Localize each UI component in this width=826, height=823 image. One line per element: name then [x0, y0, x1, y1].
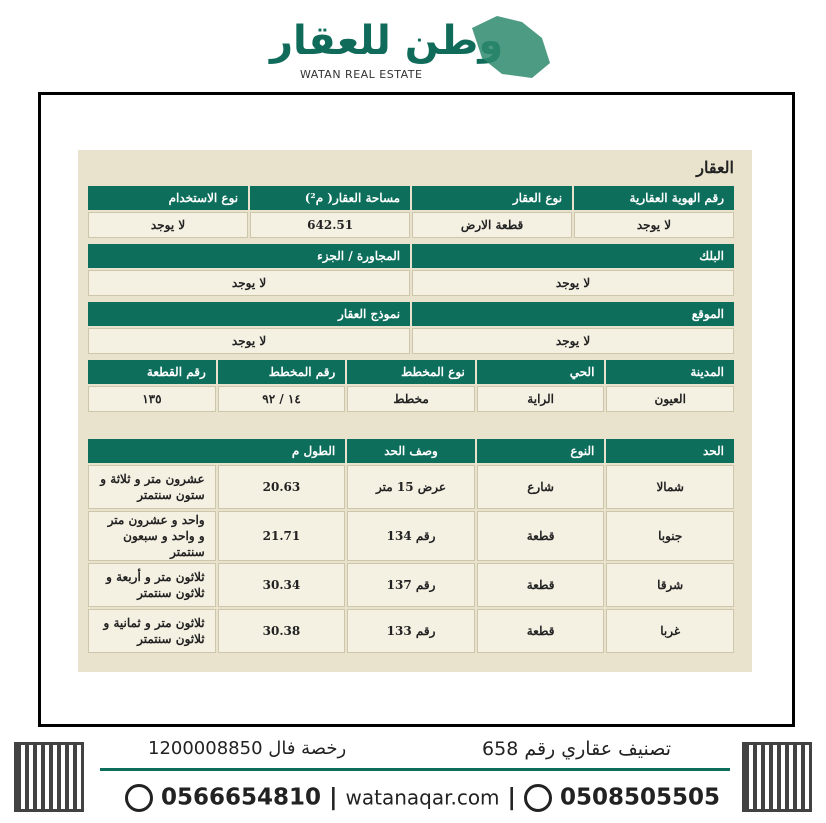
header-cell: نوع المخطط: [347, 360, 475, 384]
value-cell: ثلاثون متر و ثمانية و ثلاثون سنتمتر: [88, 609, 216, 653]
spacer: [88, 356, 734, 358]
value-cell: مخطط: [347, 386, 475, 412]
value-cell: الراية: [476, 386, 605, 412]
spacer-cell: [88, 298, 734, 300]
header-cell: النوع: [476, 439, 605, 463]
header-cell: البلك: [412, 244, 734, 268]
header-cell: رقم القطعة: [88, 360, 216, 384]
classification: تصنيف عقاري رقم 658: [482, 738, 671, 760]
value-cell: ١٤ / ٩٢: [217, 386, 346, 412]
header-cell: المجاورة / الجزء: [88, 244, 411, 268]
section-title: العقار: [696, 158, 734, 177]
spacer: [88, 240, 734, 242]
value-cell: لا يوجد: [88, 328, 411, 354]
property-panel: العقار رقم الهوية العقارية نوع العقار مساح…: [78, 150, 752, 672]
logo-map: [472, 16, 550, 78]
boundary-row: جنوبا قطعة رقم 134 21.71 واحد و عشرون متر و …: [88, 511, 734, 561]
phone: 0508505505: [559, 784, 721, 811]
header-cell: الحد: [606, 439, 734, 463]
value-cell: واحد و عشرون متر و واحد و سبعون سنتمتر: [88, 511, 216, 561]
value-cell: 20.63: [217, 465, 346, 509]
value-cell: قطعة: [476, 609, 605, 653]
header-cell: نوع الاستخدام: [88, 186, 249, 210]
value-cell: غربا: [606, 609, 734, 653]
contact-row: 0566654810 | watanaqar.com | 0508505505: [125, 784, 720, 812]
qr-code: [742, 742, 812, 812]
value-cell: رقم 133: [347, 609, 475, 653]
header-cell: نوع العقار: [412, 186, 573, 210]
divider: [100, 768, 730, 771]
spacer-cell: [88, 240, 734, 242]
whatsapp-icon: [125, 784, 153, 812]
value-cell: العيون: [606, 386, 734, 412]
logo-subtitle: WATAN REAL ESTATE: [300, 68, 423, 81]
document-frame: [38, 92, 795, 727]
spacer: [88, 298, 734, 300]
info-table: الحد النوع وصف الحد الطول م شمالا شارع عرض 15 …: [86, 437, 736, 655]
license: رخصة فال 1200008850: [148, 738, 347, 759]
value-row: لا يوجد لا يوجد: [88, 328, 734, 354]
value-row: لا يوجد قطعة الارض 642.51 لا يوجد: [88, 212, 734, 238]
value-cell: شمالا: [606, 465, 734, 509]
header-cell: الحي: [476, 360, 605, 384]
value-cell: 30.34: [217, 563, 346, 607]
whatsapp-icon: [523, 784, 552, 812]
value-cell: 21.71: [217, 511, 346, 561]
header-row: البلك المجاورة / الجزء: [88, 244, 734, 268]
value-cell: رقم 134: [347, 511, 475, 561]
value-cell: لا يوجد: [574, 212, 734, 238]
value-row: لا يوجد لا يوجد: [88, 270, 734, 296]
value-cell: قطعة الارض: [412, 212, 573, 238]
header-row: المدينة الحي نوع المخطط رقم المخطط رقم القطع…: [88, 360, 734, 384]
phone: 0566654810: [161, 784, 322, 811]
value-cell: لا يوجد: [88, 270, 411, 296]
website[interactable]: watanaqar.com: [345, 785, 500, 810]
header-row: الموقع نموذج العقار: [88, 302, 734, 326]
spacer-cell: [88, 356, 734, 358]
value-cell: قطعة: [476, 563, 605, 607]
value-cell: رقم 137: [347, 563, 475, 607]
value-cell: 30.38: [217, 609, 346, 653]
header-cell: نموذج العقار: [88, 302, 411, 326]
boundary-row: شمالا شارع عرض 15 متر 20.63 عشرون متر و ثلاث…: [88, 465, 734, 509]
header-cell: المدينة: [606, 360, 734, 384]
boundary-row: غربا قطعة رقم 133 30.38 ثلاثون متر و ثمانية …: [88, 609, 734, 653]
value-cell: شارع: [476, 465, 605, 509]
value-cell: لا يوجد: [412, 328, 734, 354]
logo-text: وطن للعقار: [270, 18, 504, 64]
header-cell: الطول م: [88, 439, 346, 463]
value-cell: ١٣٥: [88, 386, 216, 412]
header-cell: مساحة العقار( م²): [250, 186, 411, 210]
header-cell: رقم المخطط: [217, 360, 346, 384]
value-cell: لا يوجد: [412, 270, 734, 296]
value-cell: قطعة: [476, 511, 605, 561]
value-cell: ثلاثون متر و أربعة و ثلاثون سنتمتر: [88, 563, 216, 607]
value-cell: عشرون متر و ثلاثة و ستون سنتمتر: [88, 465, 216, 509]
value-cell: جنوبا: [606, 511, 734, 561]
header-cell: رقم الهوية العقارية: [574, 186, 734, 210]
value-row: العيون الراية مخطط ١٤ / ٩٢ ١٣٥: [88, 386, 734, 412]
qr-code: [14, 742, 84, 812]
boundary-row: شرقا قطعة رقم 137 30.34 ثلاثون متر و أربعة و…: [88, 563, 734, 607]
value-cell: لا يوجد: [88, 212, 249, 238]
value-cell: شرقا: [606, 563, 734, 607]
header-row: رقم الهوية العقارية نوع العقار مساحة العقا…: [88, 186, 734, 210]
header-cell: وصف الحد: [347, 439, 475, 463]
value-cell: 642.51: [250, 212, 411, 238]
header-row: الحد النوع وصف الحد الطول م: [88, 439, 734, 463]
header-cell: الموقع: [412, 302, 734, 326]
info-table: رقم الهوية العقارية نوع العقار مساحة العقا…: [86, 184, 736, 414]
value-cell: عرض 15 متر: [347, 465, 475, 509]
